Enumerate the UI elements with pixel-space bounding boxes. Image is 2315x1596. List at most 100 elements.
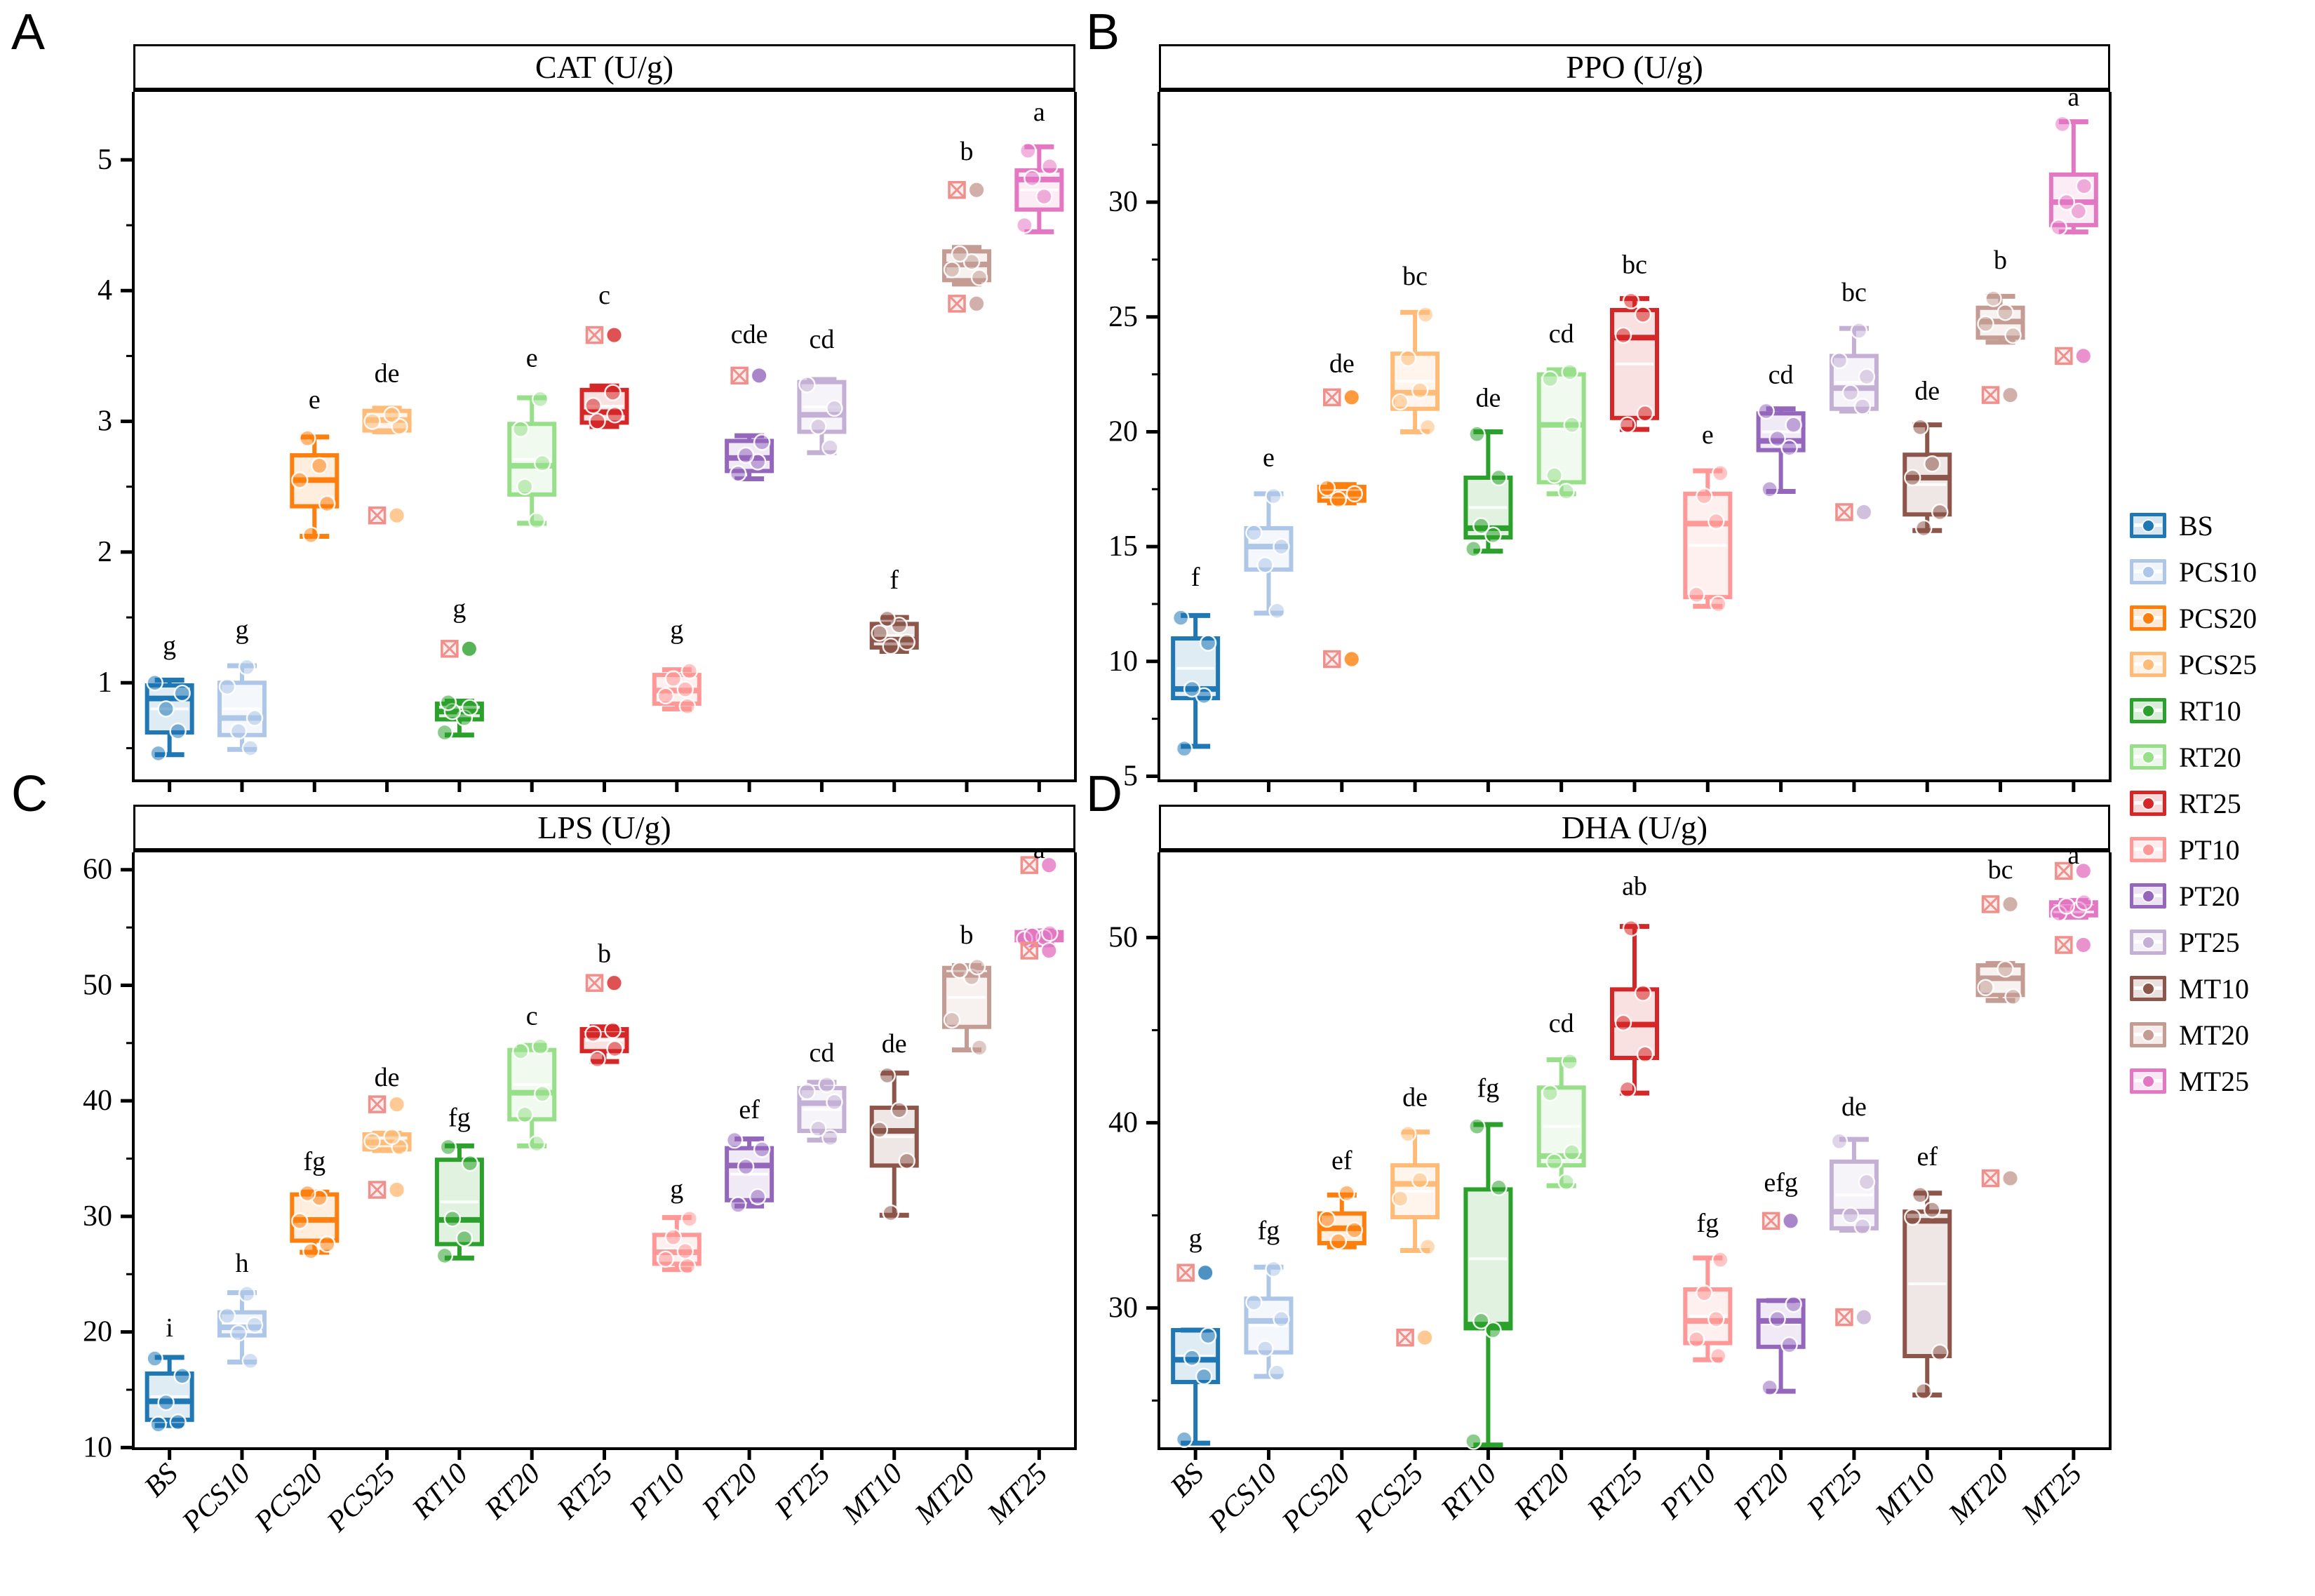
box-B-MT10: de bbox=[1903, 377, 1952, 792]
data-point bbox=[680, 1209, 699, 1228]
legend-label: PCS20 bbox=[2179, 602, 2257, 634]
data-point bbox=[533, 454, 551, 472]
x-tick-label-RT10: RT10 bbox=[405, 1458, 474, 1527]
data-point bbox=[753, 434, 771, 451]
outlier-marker bbox=[1762, 1212, 1799, 1230]
data-point bbox=[604, 384, 622, 401]
data-point bbox=[363, 413, 381, 430]
box-D-PCS10: fg bbox=[1244, 1216, 1294, 1460]
boxplot-key-icon bbox=[2130, 605, 2166, 631]
outlier-marker bbox=[2055, 936, 2092, 954]
outlier-marker bbox=[1981, 1169, 2019, 1188]
legend: BS PCS10 PCS20 PCS25 RT10 RT20 RT25 PT10… bbox=[2130, 502, 2257, 1104]
data-point bbox=[1273, 1310, 1290, 1328]
data-point bbox=[2004, 326, 2022, 344]
data-point bbox=[1614, 326, 1632, 344]
data-point bbox=[1490, 469, 1508, 487]
data-point bbox=[1696, 487, 1713, 505]
y-tick-label: 30 bbox=[83, 1200, 112, 1233]
panel-tag-c: C bbox=[11, 766, 48, 822]
y-tick-label: 30 bbox=[1108, 186, 1138, 218]
data-point bbox=[1636, 405, 1654, 422]
x-tick-label-PCS20: PCS20 bbox=[248, 1458, 330, 1539]
y-axis-C: 10 20 30 40 50 60 bbox=[83, 854, 133, 1463]
sig-letter: fg bbox=[1696, 1209, 1719, 1238]
data-point bbox=[528, 511, 546, 530]
x-tick-label-RT20: RT20 bbox=[1508, 1458, 1576, 1527]
data-point bbox=[1273, 537, 1290, 556]
data-point bbox=[1911, 1186, 1929, 1204]
boxplot-key-icon bbox=[2130, 698, 2166, 723]
sig-letter: cd bbox=[809, 325, 834, 354]
data-point bbox=[531, 1038, 549, 1055]
panel-title-lps: LPS (U/g) bbox=[133, 805, 1075, 852]
panel-title-cat-text: CAT (U/g) bbox=[535, 49, 674, 85]
data-point bbox=[1563, 416, 1581, 434]
sig-letter: efg bbox=[1764, 1168, 1798, 1198]
x-tick-label-PT25: PT25 bbox=[1800, 1458, 1869, 1527]
panel-A: 1 2 3 4 5 g g e de g e c g cde cd f b a bbox=[98, 92, 1077, 792]
data-point bbox=[1183, 1349, 1201, 1367]
data-point bbox=[383, 1127, 401, 1146]
data-point bbox=[169, 1413, 187, 1431]
data-point bbox=[1268, 1364, 1286, 1382]
outlier-marker bbox=[730, 366, 768, 385]
data-point bbox=[871, 624, 888, 642]
data-point bbox=[146, 1350, 163, 1367]
box-C-MT10: de bbox=[869, 1029, 919, 1460]
data-point bbox=[173, 684, 191, 702]
data-point bbox=[2053, 115, 2072, 133]
sig-letter: de bbox=[1841, 1092, 1867, 1122]
data-point bbox=[1997, 303, 2014, 321]
boxplot-key-icon bbox=[2130, 559, 2166, 584]
sig-letter: g bbox=[235, 615, 248, 645]
legend-label: RT20 bbox=[2179, 741, 2241, 773]
data-point bbox=[1035, 187, 1053, 206]
data-point bbox=[1557, 483, 1575, 500]
data-point bbox=[1183, 680, 1201, 698]
data-point bbox=[391, 417, 408, 436]
data-point bbox=[311, 457, 328, 475]
data-point bbox=[657, 1250, 675, 1268]
data-point bbox=[302, 526, 320, 544]
data-point bbox=[2075, 177, 2093, 195]
box-C-PCS10: h bbox=[217, 1249, 267, 1460]
y-tick-label: 20 bbox=[1108, 415, 1138, 448]
sig-letter: a bbox=[1033, 98, 1045, 127]
y-tick-label: 50 bbox=[1108, 921, 1138, 953]
x-tick-label-PT10: PT10 bbox=[1654, 1458, 1723, 1527]
data-point bbox=[1175, 1430, 1193, 1449]
sig-letter: cd bbox=[809, 1038, 834, 1068]
data-point bbox=[664, 670, 683, 688]
sig-letter: de bbox=[1475, 383, 1501, 413]
data-point bbox=[1903, 1208, 1921, 1226]
data-point bbox=[157, 1393, 175, 1411]
data-point bbox=[218, 1307, 236, 1325]
data-point bbox=[516, 1106, 534, 1124]
data-point bbox=[1484, 1321, 1502, 1339]
data-point bbox=[1199, 1327, 1217, 1345]
data-point bbox=[737, 1158, 755, 1176]
y-tick-label: 30 bbox=[1108, 1292, 1138, 1324]
legend-label: PT20 bbox=[2179, 880, 2240, 912]
sig-letter: i bbox=[166, 1313, 173, 1343]
legend-item-pcs10: PCS10 bbox=[2130, 549, 2257, 595]
y-tick-label: 25 bbox=[1108, 301, 1138, 333]
sig-letter: b bbox=[960, 920, 974, 950]
panel-title-dha: DHA (U/g) bbox=[1159, 805, 2110, 852]
data-point bbox=[1707, 1310, 1725, 1328]
data-point bbox=[1780, 1336, 1798, 1354]
boxplot-key-icon bbox=[2130, 1022, 2166, 1047]
sig-letter: bc bbox=[1402, 262, 1428, 291]
sig-letter: g bbox=[163, 631, 176, 660]
sig-letter: f bbox=[890, 565, 899, 595]
data-point bbox=[1472, 517, 1490, 535]
data-point bbox=[951, 245, 969, 263]
box-D-MT10: ef bbox=[1903, 1142, 1952, 1460]
data-point bbox=[1265, 487, 1282, 505]
sig-letter: de bbox=[882, 1029, 907, 1059]
x-tick-label-BS: BS bbox=[138, 1458, 184, 1504]
data-point bbox=[810, 1120, 827, 1137]
data-point bbox=[878, 1066, 896, 1085]
data-point bbox=[664, 1228, 683, 1246]
